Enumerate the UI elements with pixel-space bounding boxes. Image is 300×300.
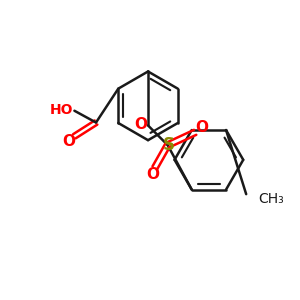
Text: S: S: [163, 136, 175, 154]
Text: O: O: [196, 120, 208, 135]
Text: CH₃: CH₃: [258, 192, 284, 206]
Text: HO: HO: [50, 103, 74, 117]
Text: O: O: [135, 117, 148, 132]
Text: O: O: [62, 134, 75, 149]
Text: O: O: [146, 167, 159, 182]
